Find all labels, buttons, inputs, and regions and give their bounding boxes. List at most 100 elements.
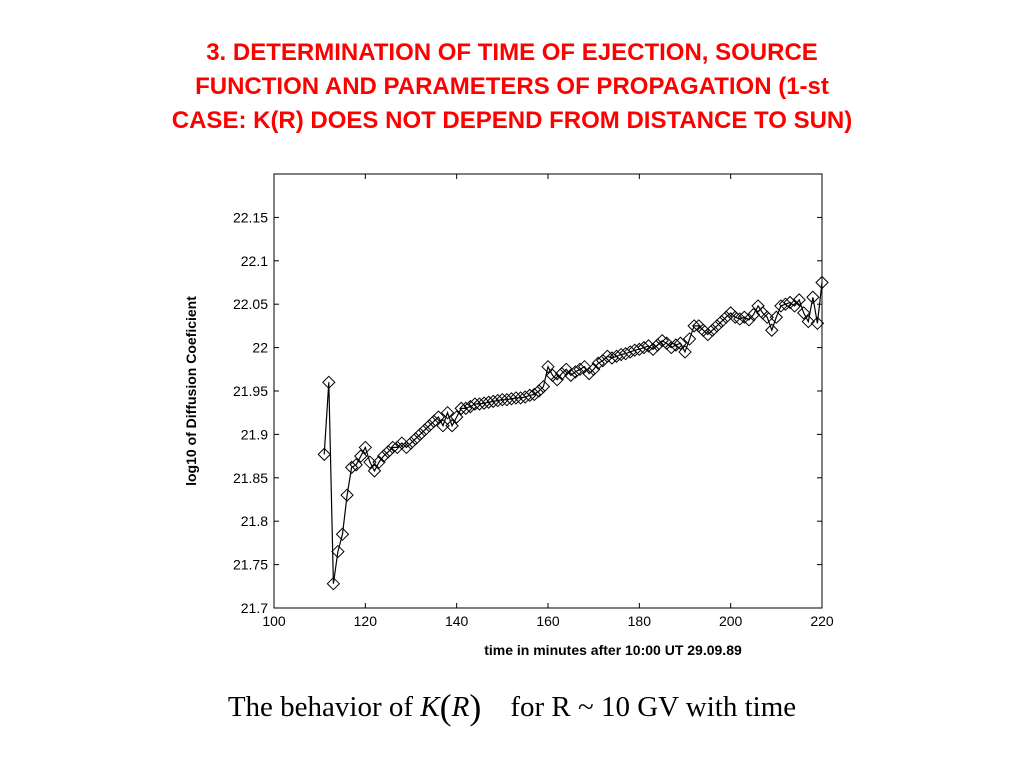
data-point-marker — [349, 458, 363, 472]
data-point-marker — [719, 310, 733, 324]
data-point-marker — [742, 313, 756, 327]
data-point-marker — [322, 375, 336, 390]
data-point-marker — [372, 455, 386, 469]
data-point-marker — [797, 306, 811, 320]
x-axis: 100 120 140 160 180 200 220 — [262, 174, 834, 629]
y-tick-label: 22.05 — [233, 296, 268, 312]
caption-math-k: K — [420, 691, 440, 723]
y-axis: 21.7 21.75 21.8 21.85 21.9 21.95 22 22.05 22.1 22… — [233, 209, 822, 616]
data-point-marker — [573, 362, 587, 377]
data-point-marker — [386, 440, 400, 455]
plot-area — [273, 173, 823, 609]
data-point-marker — [678, 345, 692, 359]
data-point-marker — [532, 384, 546, 398]
data-point-marker — [363, 455, 377, 469]
data-point-marker — [701, 327, 715, 342]
data-point-marker — [427, 414, 441, 429]
y-tick-label: 21.85 — [233, 470, 268, 486]
data-point-marker — [335, 527, 350, 541]
data-point-marker — [550, 373, 564, 387]
data-point-marker — [317, 447, 331, 462]
title-line: CASE: K(R) DOES NOT DEPEND FROM DISTANCE… — [171, 107, 853, 134]
data-point-marker — [765, 323, 779, 337]
y-tick-label: 22 — [252, 340, 268, 356]
data-point-marker — [637, 340, 651, 355]
data-point-marker — [728, 310, 742, 324]
y-tick-label: 22.15 — [233, 209, 268, 225]
data-point-marker — [417, 423, 432, 437]
data-point-marker — [354, 449, 368, 463]
data-point-marker — [523, 388, 537, 403]
x-tick-label: 100 — [262, 613, 286, 629]
data-point-marker — [586, 362, 601, 377]
data-point-marker — [787, 299, 802, 313]
data-point-marker — [344, 460, 359, 475]
data-point-marker — [673, 336, 688, 350]
y-axis-label: log10 of Diffusion Coeficient — [183, 296, 199, 486]
x-tick-label: 160 — [536, 613, 560, 629]
caption-paren-close: ) — [469, 687, 482, 727]
data-point-marker — [710, 319, 724, 333]
slide-title: 3. DETERMINATION OF TIME OF EJECTION, SO… — [40, 36, 984, 138]
data-point-marker — [564, 368, 578, 383]
data-point-marker — [376, 449, 391, 463]
data-point-marker — [559, 362, 573, 377]
data-point-marker — [568, 365, 583, 379]
data-point-marker — [404, 436, 418, 450]
caption-paren-open: ( — [439, 687, 452, 727]
data-point-marker — [792, 293, 806, 307]
x-tick-label: 220 — [810, 613, 834, 629]
data-point-marker — [664, 340, 679, 355]
data-point-marker — [682, 332, 697, 346]
data-point-marker — [669, 338, 683, 352]
data-point-marker — [390, 440, 405, 455]
data-point-marker — [769, 310, 784, 324]
y-tick-label: 21.8 — [241, 513, 268, 529]
data-point-marker — [440, 405, 455, 420]
data-point-marker — [459, 401, 473, 416]
y-tick-label: 22.1 — [241, 253, 268, 269]
x-axis-label: time in minutes after 10:00 UT 29.09.89 — [484, 642, 742, 658]
x-tick-label: 140 — [445, 613, 469, 629]
x-tick-label: 120 — [354, 613, 378, 629]
data-point-marker — [801, 314, 816, 329]
caption-prefix: The behavior of — [227, 691, 421, 723]
data-point-marker — [413, 427, 427, 442]
x-tick-label: 180 — [628, 613, 652, 629]
data-point-marker — [582, 366, 596, 381]
data-point-marker — [760, 310, 774, 324]
data-point-marker — [810, 316, 825, 331]
data-point-marker — [367, 464, 382, 478]
data-point-marker — [536, 379, 551, 394]
data-point-marker — [408, 432, 423, 446]
data-point-marker — [399, 440, 414, 455]
data-point-marker — [554, 366, 569, 381]
data-point-marker — [527, 387, 542, 402]
data-point-marker — [431, 410, 446, 424]
caption-math-r: R — [451, 691, 470, 723]
y-tick-label: 21.7 — [241, 600, 268, 616]
series-markers — [317, 275, 829, 591]
y-tick-label: 21.75 — [233, 557, 268, 573]
data-point-marker — [591, 356, 605, 370]
data-point-marker — [705, 323, 720, 337]
data-point-marker — [733, 312, 747, 326]
data-point-marker — [714, 314, 729, 329]
data-point-marker — [326, 576, 341, 591]
y-tick-label: 21.95 — [233, 383, 268, 399]
data-point-marker — [436, 419, 450, 433]
data-point-marker — [340, 488, 354, 502]
data-point-marker — [778, 297, 793, 311]
title-line: 3. DETERMINATION OF TIME OF EJECTION, SO… — [206, 39, 818, 66]
x-tick-label: 200 — [719, 613, 743, 629]
data-point-marker — [815, 275, 829, 290]
data-point-marker — [381, 445, 395, 459]
data-point-marker — [358, 440, 373, 455]
data-point-marker — [655, 333, 669, 348]
caption-suffix: for R ~ 10 GV with time — [510, 691, 797, 723]
diffusion-coefficient-chart: 21.7 21.75 21.8 21.85 21.9 21.95 22 22.05 22.1 22… — [183, 173, 834, 658]
data-point-marker — [422, 419, 436, 433]
series-line — [323, 282, 823, 584]
data-point-marker — [449, 410, 464, 424]
y-tick-label: 21.9 — [241, 426, 268, 442]
